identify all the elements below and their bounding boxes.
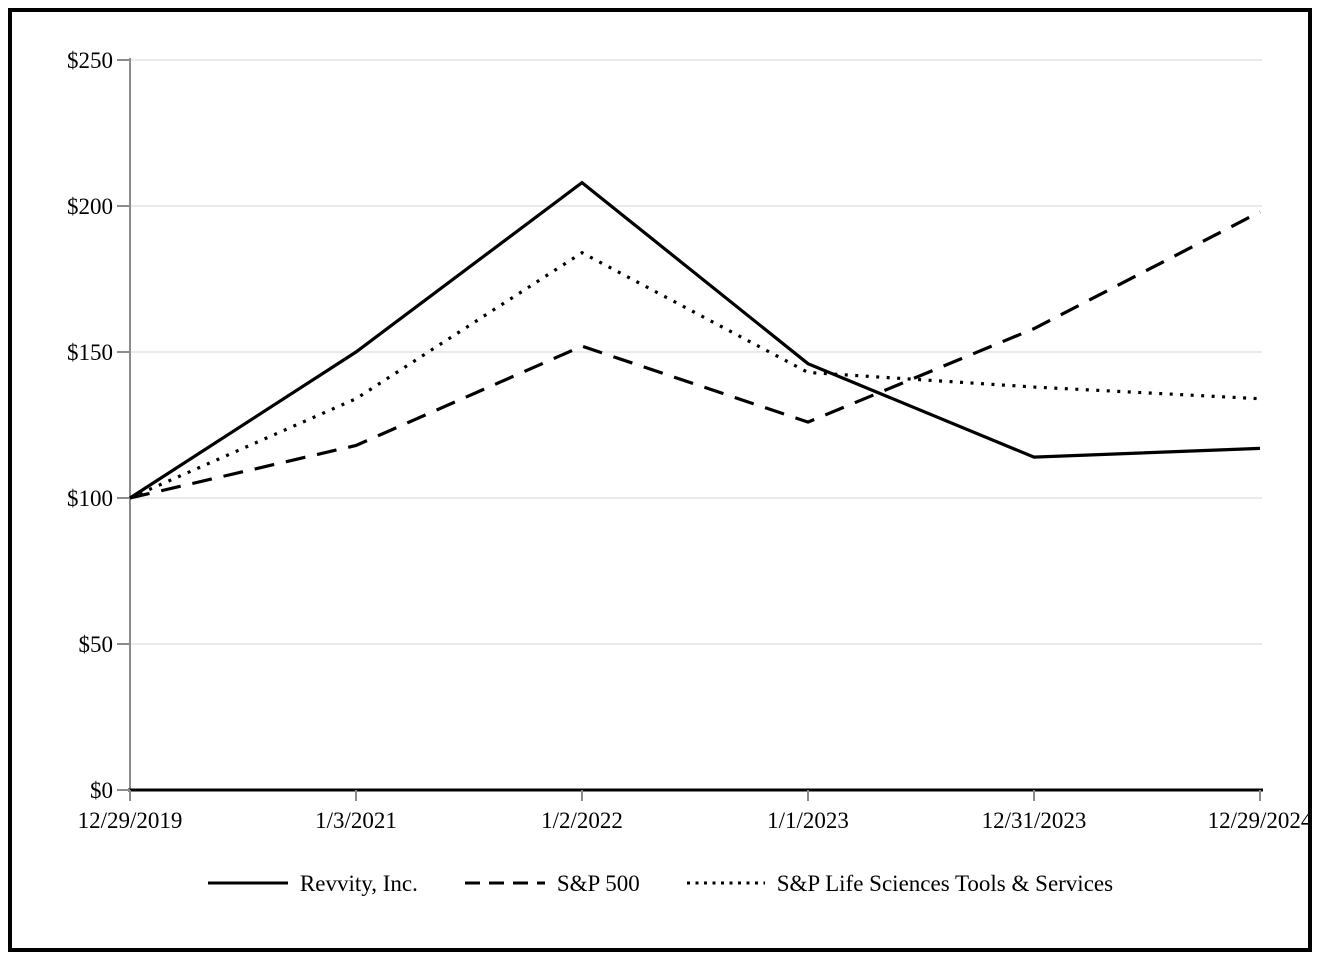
series-line-dotted [129, 250, 1261, 500]
y-axis-tick-label: $100 [67, 486, 113, 511]
y-axis-tick-label: $150 [67, 340, 113, 365]
legend-item-sp-life-sciences: S&P Life Sciences Tools & Services [686, 872, 1113, 895]
x-axis-tick-label: 12/31/2023 [982, 808, 1087, 833]
x-axis-tick-label: 1/3/2021 [315, 808, 397, 833]
legend-item-sp500: S&P 500 [464, 872, 640, 895]
series-line-solid [129, 180, 1261, 500]
chart-legend: Revvity, Inc. S&P 500 S&P Life Sciences … [0, 866, 1320, 900]
legend-label-revvity: Revvity, Inc. [299, 870, 418, 896]
x-axis-tick-label: 1/1/2023 [767, 808, 849, 833]
y-axis-tick-label: $200 [67, 194, 113, 219]
y-axis-tick-label: $250 [67, 48, 113, 73]
legend-label-sp500: S&P 500 [556, 870, 640, 896]
x-axis-tick-label: 12/29/2019 [78, 808, 183, 833]
solid-line-swatch-icon [207, 881, 288, 885]
y-axis-tick-label: $50 [79, 632, 114, 657]
y-axis-tick-label: $0 [90, 778, 113, 803]
series-line-dashed [129, 210, 1261, 500]
dotted-line-swatch-icon [686, 881, 765, 885]
legend-label-sp-life-sciences: S&P Life Sciences Tools & Services [776, 870, 1114, 896]
x-axis-tick-label: 12/29/2024 [1208, 808, 1313, 833]
x-axis-tick-label: 1/2/2022 [541, 808, 623, 833]
dashed-line-swatch-icon [464, 881, 545, 885]
legend-item-revvity: Revvity, Inc. [207, 872, 418, 895]
